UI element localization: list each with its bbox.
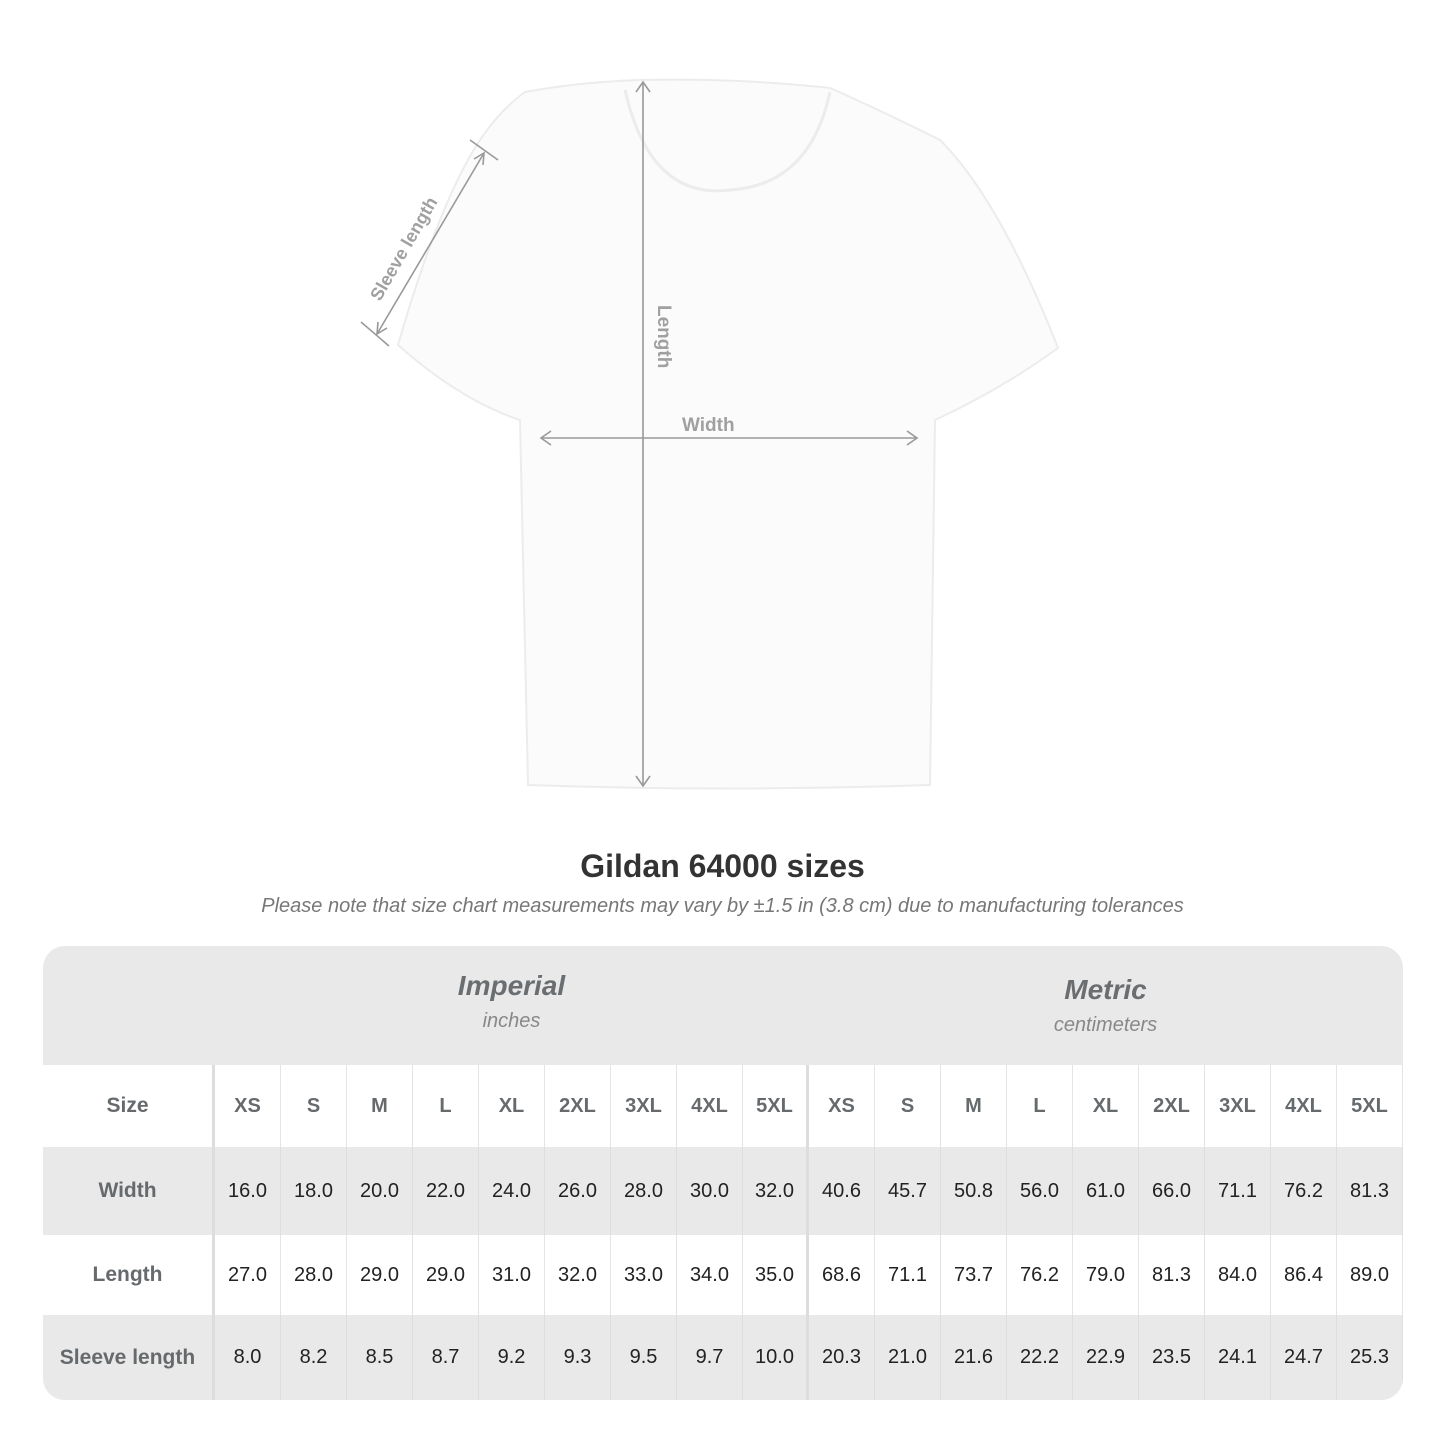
metric-cell: 68.6 <box>809 1235 875 1315</box>
imperial-cell: L <box>413 1065 479 1147</box>
metric-cell: 61.0 <box>1073 1147 1139 1235</box>
imperial-cell: M <box>347 1065 413 1147</box>
tshirt-diagram: Sleeve length Length Width <box>360 78 1060 790</box>
metric-header: Metric centimeters <box>808 946 1403 1065</box>
width-label: Width <box>682 415 735 436</box>
imperial-cell: 28.0 <box>281 1235 347 1315</box>
imperial-cell: 9.2 <box>479 1315 545 1400</box>
imperial-cell: 8.5 <box>347 1315 413 1400</box>
imperial-cell: 26.0 <box>545 1147 611 1235</box>
table-row: Sleeve length 8.0 8.2 8.5 8.7 9.2 9.3 9.5 9.7 10.… <box>43 1315 1403 1400</box>
imperial-cell: 22.0 <box>413 1147 479 1235</box>
imperial-cell: 31.0 <box>479 1235 545 1315</box>
imperial-cell: 4XL <box>677 1065 743 1147</box>
size-table: Imperial inches Metric centimeters Size X… <box>43 946 1403 1400</box>
metric-cell: 21.0 <box>875 1315 941 1400</box>
metric-cell: 76.2 <box>1007 1235 1073 1315</box>
row-label: Sleeve length <box>43 1315 215 1400</box>
imperial-cell: 10.0 <box>743 1315 809 1400</box>
metric-cell: 73.7 <box>941 1235 1007 1315</box>
imperial-cell: 29.0 <box>347 1235 413 1315</box>
metric-cell: 22.9 <box>1073 1315 1139 1400</box>
metric-cell: 86.4 <box>1271 1235 1337 1315</box>
imperial-cell: 32.0 <box>545 1235 611 1315</box>
metric-cell: M <box>941 1065 1007 1147</box>
row-label: Size <box>43 1065 215 1147</box>
metric-cell: 50.8 <box>941 1147 1007 1235</box>
metric-cell: XL <box>1073 1065 1139 1147</box>
imperial-cell: 29.0 <box>413 1235 479 1315</box>
table-row: Width 16.0 18.0 20.0 22.0 24.0 26.0 28.0 30.0 32.… <box>43 1147 1403 1235</box>
metric-cell: 84.0 <box>1205 1235 1271 1315</box>
metric-cell: 5XL <box>1337 1065 1403 1147</box>
imperial-cell: 16.0 <box>215 1147 281 1235</box>
metric-cell: 81.3 <box>1337 1147 1403 1235</box>
metric-cell: 56.0 <box>1007 1147 1073 1235</box>
table-row: Length 27.0 28.0 29.0 29.0 31.0 32.0 33.0 34.0 35… <box>43 1235 1403 1315</box>
metric-unit: centimeters <box>1053 1014 1158 1036</box>
metric-cell: S <box>875 1065 941 1147</box>
imperial-cell: 32.0 <box>743 1147 809 1235</box>
metric-cell: 22.2 <box>1007 1315 1073 1400</box>
tolerance-note: Please note that size chart measurements… <box>261 895 1184 917</box>
table-row: Size XS S M L XL 2XL 3XL 4XL 5XL XS S M L XL 2XL 3XL 4XL 5… <box>43 1065 1403 1147</box>
metric-cell: 45.7 <box>875 1147 941 1235</box>
metric-cell: 2XL <box>1139 1065 1205 1147</box>
imperial-cell: 2XL <box>545 1065 611 1147</box>
imperial-cell: 3XL <box>611 1065 677 1147</box>
imperial-cell: 5XL <box>743 1065 809 1147</box>
imperial-cell: S <box>281 1065 347 1147</box>
metric-cell: 89.0 <box>1337 1235 1403 1315</box>
metric-cell: 79.0 <box>1073 1235 1139 1315</box>
metric-cell: 66.0 <box>1139 1147 1205 1235</box>
imperial-cell: 8.2 <box>281 1315 347 1400</box>
length-label: Length <box>653 305 674 368</box>
metric-cell: 81.3 <box>1139 1235 1205 1315</box>
imperial-cell: 35.0 <box>743 1235 809 1315</box>
metric-cell: 25.3 <box>1337 1315 1403 1400</box>
metric-cell: 4XL <box>1271 1065 1337 1147</box>
row-label: Length <box>43 1235 215 1315</box>
imperial-cell: 9.7 <box>677 1315 743 1400</box>
metric-cell: 21.6 <box>941 1315 1007 1400</box>
imperial-cell: 30.0 <box>677 1147 743 1235</box>
tshirt-outline <box>396 78 1060 790</box>
imperial-cell: 34.0 <box>677 1235 743 1315</box>
row-label: Width <box>43 1147 215 1235</box>
page-title: Gildan 64000 sizes <box>580 848 865 884</box>
imperial-cell: XS <box>215 1065 281 1147</box>
metric-cell: 20.3 <box>809 1315 875 1400</box>
metric-cell: 24.7 <box>1271 1315 1337 1400</box>
imperial-cell: 20.0 <box>347 1147 413 1235</box>
imperial-cell: XL <box>479 1065 545 1147</box>
metric-cell: XS <box>809 1065 875 1147</box>
metric-cell: 3XL <box>1205 1065 1271 1147</box>
imperial-cell: 8.7 <box>413 1315 479 1400</box>
metric-cell: 71.1 <box>1205 1147 1271 1235</box>
metric-cell: 76.2 <box>1271 1147 1337 1235</box>
metric-cell: 71.1 <box>875 1235 941 1315</box>
metric-cell: 23.5 <box>1139 1315 1205 1400</box>
imperial-header: Imperial inches <box>215 946 808 1065</box>
metric-title: Metric <box>1064 974 1147 1005</box>
tshirt-collar <box>623 89 832 193</box>
imperial-cell: 27.0 <box>215 1235 281 1315</box>
metric-cell: L <box>1007 1065 1073 1147</box>
metric-cell: 40.6 <box>809 1147 875 1235</box>
imperial-cell: 9.5 <box>611 1315 677 1400</box>
imperial-cell: 18.0 <box>281 1147 347 1235</box>
imperial-cell: 8.0 <box>215 1315 281 1400</box>
imperial-unit: inches <box>482 1010 541 1032</box>
imperial-cell: 33.0 <box>611 1235 677 1315</box>
imperial-cell: 28.0 <box>611 1147 677 1235</box>
metric-cell: 24.1 <box>1205 1315 1271 1400</box>
imperial-cell: 24.0 <box>479 1147 545 1235</box>
sleeve-arrow <box>376 152 485 335</box>
imperial-cell: 9.3 <box>545 1315 611 1400</box>
imperial-title: Imperial <box>457 970 566 1001</box>
